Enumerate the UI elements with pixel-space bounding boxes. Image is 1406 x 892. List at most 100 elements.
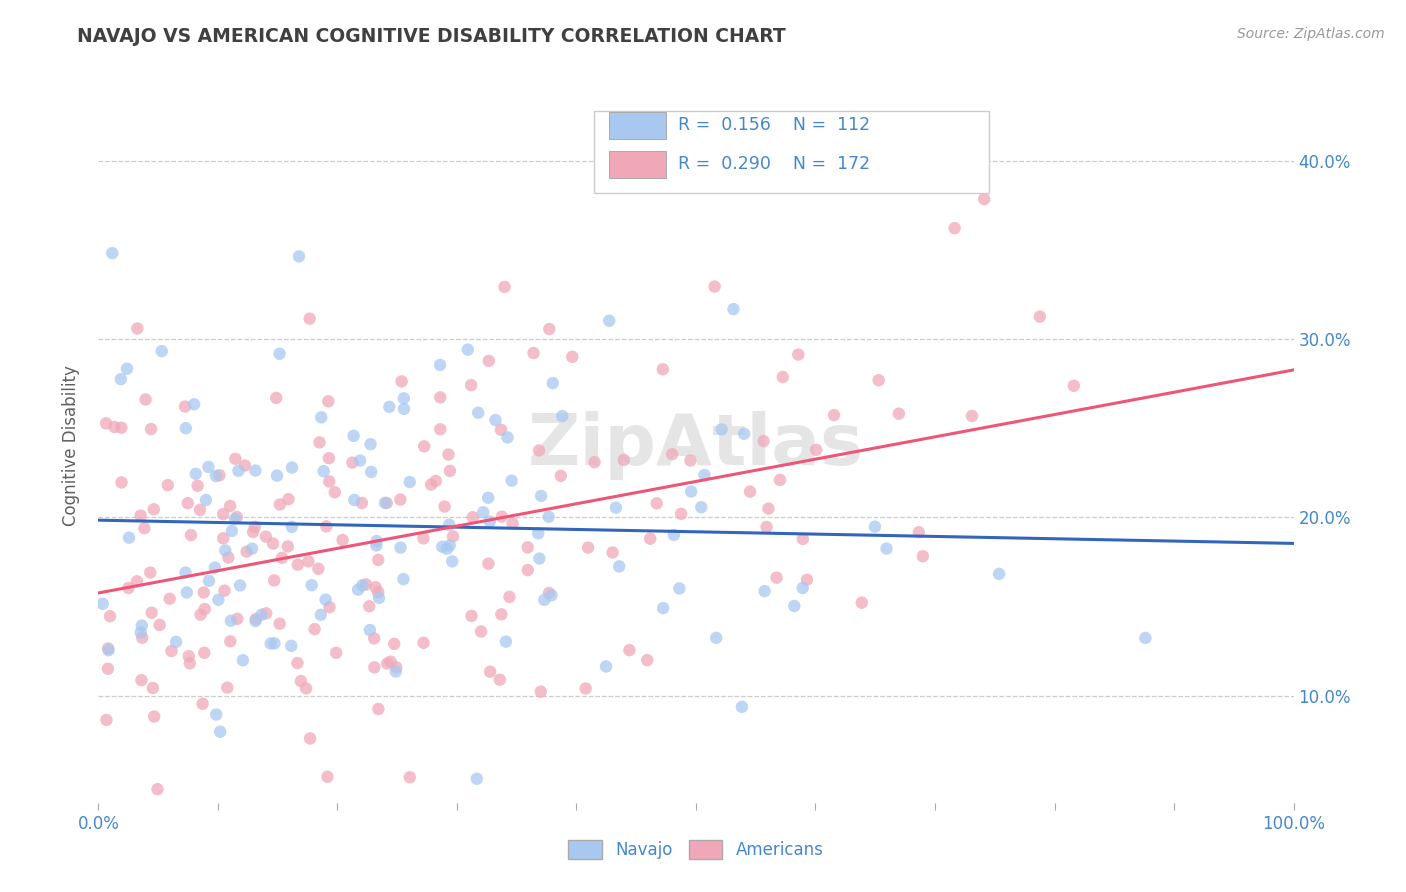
Text: ZipAtlas: ZipAtlas — [529, 411, 863, 481]
Americans — [125, 574, 148, 589]
Navajo — [129, 625, 152, 640]
Americans — [134, 521, 156, 535]
Americans — [287, 558, 309, 572]
Navajo — [281, 460, 304, 475]
Navajo — [101, 246, 124, 260]
Americans — [143, 709, 166, 723]
Americans — [110, 475, 132, 490]
Americans — [177, 496, 200, 510]
Americans — [149, 618, 172, 632]
Navajo — [232, 653, 254, 667]
Americans — [792, 532, 814, 546]
Americans — [679, 453, 702, 467]
Navajo — [710, 422, 733, 436]
Americans — [254, 607, 277, 621]
Americans — [271, 550, 294, 565]
Americans — [385, 660, 408, 674]
Americans — [342, 456, 364, 470]
Americans — [412, 532, 434, 546]
Navajo — [733, 426, 755, 441]
Americans — [960, 409, 983, 423]
Americans — [129, 508, 152, 523]
Americans — [537, 586, 560, 600]
Americans — [367, 702, 389, 716]
Navajo — [205, 707, 228, 722]
Americans — [602, 545, 624, 559]
Text: R =  0.156    N =  112: R = 0.156 N = 112 — [678, 116, 870, 134]
Americans — [269, 616, 291, 631]
Americans — [661, 447, 683, 461]
Americans — [561, 350, 583, 364]
Americans — [887, 407, 910, 421]
Americans — [359, 599, 381, 614]
Americans — [97, 662, 120, 676]
Navajo — [366, 538, 388, 552]
Navajo — [205, 469, 228, 483]
Americans — [323, 485, 346, 500]
Americans — [179, 657, 201, 671]
Americans — [769, 473, 792, 487]
Americans — [214, 583, 236, 598]
Americans — [489, 423, 512, 437]
Navajo — [496, 430, 519, 444]
Navajo — [437, 517, 460, 532]
Americans — [502, 516, 524, 531]
Americans — [583, 455, 606, 469]
Navajo — [876, 541, 898, 556]
Americans — [187, 479, 209, 493]
Navajo — [347, 582, 370, 597]
Americans — [479, 665, 502, 679]
Navajo — [540, 588, 562, 602]
Americans — [117, 581, 139, 595]
Americans — [308, 435, 330, 450]
Navajo — [551, 409, 574, 423]
Navajo — [260, 636, 283, 650]
Americans — [177, 649, 200, 664]
Americans — [575, 681, 598, 696]
Americans — [488, 673, 510, 687]
Americans — [470, 624, 492, 639]
Navajo — [266, 468, 288, 483]
Americans — [219, 634, 242, 648]
Americans — [103, 420, 125, 434]
Navajo — [115, 361, 138, 376]
Americans — [787, 348, 810, 362]
Americans — [420, 477, 443, 491]
Navajo — [723, 302, 745, 317]
Americans — [212, 507, 235, 521]
Americans — [460, 378, 482, 392]
Text: NAVAJO VS AMERICAN COGNITIVE DISABILITY CORRELATION CHART: NAVAJO VS AMERICAN COGNITIVE DISABILITY … — [77, 27, 786, 45]
Americans — [380, 655, 402, 669]
Americans — [530, 684, 553, 698]
Americans — [318, 475, 340, 489]
Navajo — [681, 484, 703, 499]
Navajo — [1135, 631, 1157, 645]
Navajo — [368, 591, 391, 605]
Americans — [299, 731, 322, 746]
Americans — [498, 590, 520, 604]
Navajo — [527, 526, 550, 541]
Navajo — [183, 397, 205, 411]
Americans — [389, 492, 412, 507]
Americans — [295, 681, 318, 696]
Americans — [772, 370, 794, 384]
Navajo — [792, 581, 814, 595]
Americans — [96, 713, 118, 727]
Navajo — [595, 659, 617, 673]
Americans — [180, 528, 202, 542]
Americans — [398, 770, 420, 784]
Navajo — [863, 519, 886, 533]
Navajo — [131, 618, 153, 632]
Navajo — [783, 599, 806, 613]
Americans — [332, 533, 354, 547]
Navajo — [315, 592, 337, 607]
Navajo — [607, 559, 630, 574]
Navajo — [184, 467, 207, 481]
Americans — [522, 346, 544, 360]
Americans — [263, 574, 285, 588]
Americans — [225, 510, 247, 524]
Americans — [226, 612, 249, 626]
Americans — [413, 439, 436, 453]
Americans — [188, 503, 211, 517]
Text: R =  0.290    N =  172: R = 0.290 N = 172 — [678, 155, 870, 173]
